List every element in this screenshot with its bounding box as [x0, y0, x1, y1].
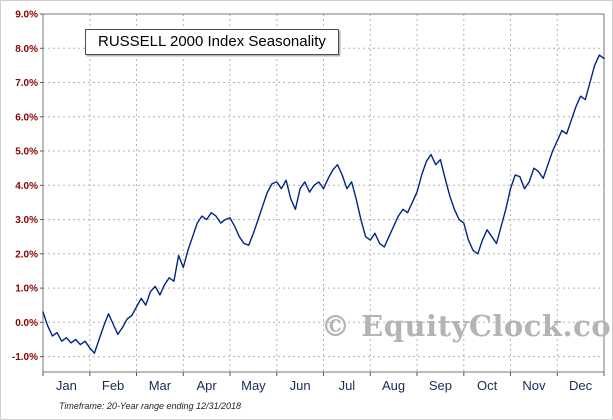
x-axis-label: Mar [149, 378, 172, 393]
x-axis-label: Nov [522, 378, 546, 393]
x-axis-label: Jul [339, 378, 356, 393]
x-axis-label: Jun [290, 378, 311, 393]
x-axis-label: Feb [102, 378, 124, 393]
y-axis-label: 8.0% [15, 44, 38, 55]
timeframe-footnote: Timeframe: 20-Year range ending 12/31/20… [59, 401, 242, 411]
x-axis-label: Dec [569, 378, 593, 393]
y-axis-label: 1.0% [15, 284, 38, 295]
y-axis-label: 9.0% [15, 10, 38, 21]
x-axis-label: Apr [196, 378, 217, 393]
y-axis-label: -1.0% [12, 352, 38, 363]
y-axis-label: 3.0% [15, 215, 38, 226]
y-axis-label: 6.0% [15, 112, 38, 123]
y-axis-label: 0.0% [15, 318, 38, 329]
x-axis-label: May [241, 378, 266, 393]
y-axis-label: 2.0% [15, 249, 38, 260]
x-axis-label: Oct [477, 378, 498, 393]
x-axis-label: Aug [382, 378, 405, 393]
x-axis-label: Sep [429, 378, 452, 393]
y-axis-label: 4.0% [15, 181, 38, 192]
plot-frame [42, 13, 605, 373]
x-axis-label: Jan [56, 378, 77, 393]
seasonality-series-line [42, 54, 605, 354]
y-axis-label: 5.0% [15, 147, 38, 158]
y-axis-label: 7.0% [15, 78, 38, 89]
equityclock-watermark: © EquityClock.com [321, 309, 613, 343]
chart-title: RUSSELL 2000 Index Seasonality [85, 29, 339, 55]
